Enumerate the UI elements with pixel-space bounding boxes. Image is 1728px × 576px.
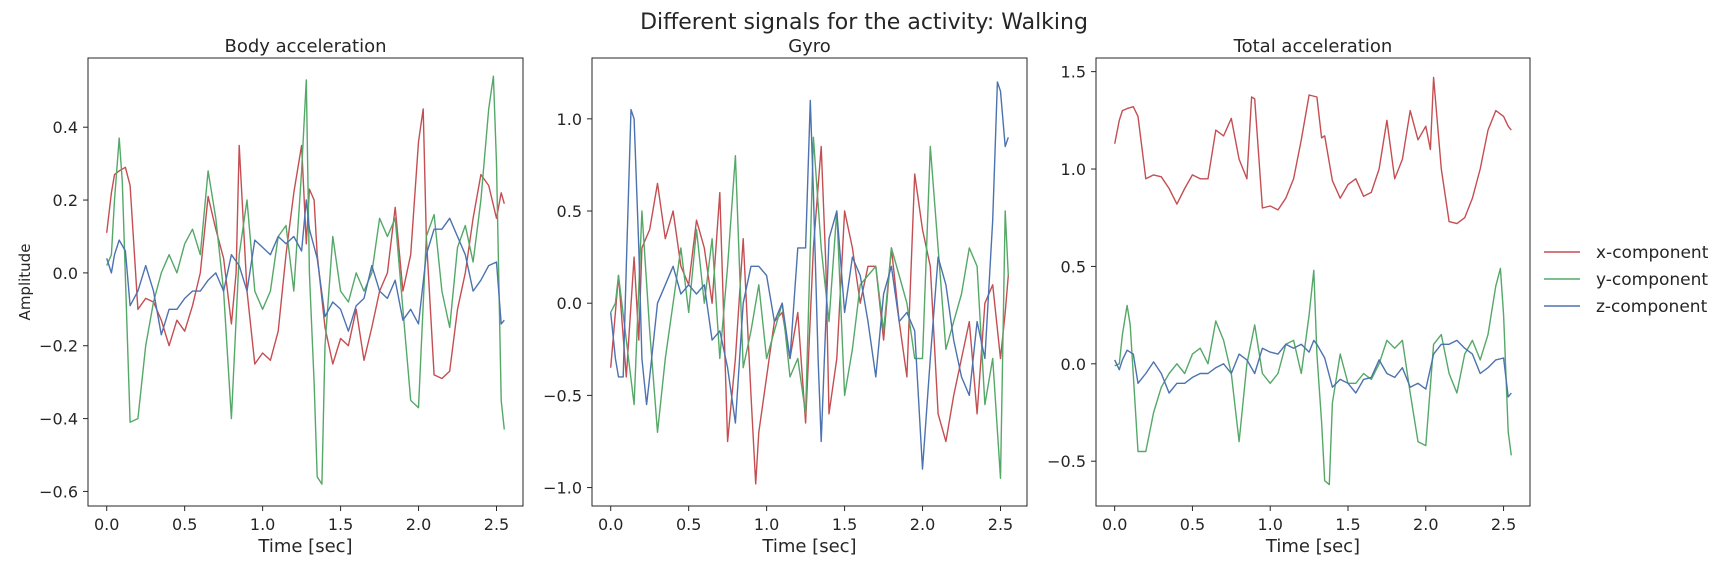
figure-title: Different signals for the activity: Walk… (640, 10, 1088, 35)
series-line-x-component (1114, 76, 1512, 225)
x-tick-label: 1.0 (1257, 515, 1282, 534)
series-lines (610, 81, 1009, 485)
legend-item-z-component: z-component (1544, 297, 1708, 317)
chart-panels: Body acceleration 0.0 0.5 1.0 1.5 2.0 2.5 −0.6 −… (16, 36, 1531, 557)
x-tick-label: 2.5 (1491, 515, 1516, 534)
x-tick-label: 0.0 (598, 515, 623, 534)
chart-title: Body acceleration (224, 36, 386, 57)
x-tick-label: 1.5 (328, 515, 353, 534)
series-line-y-component (106, 75, 505, 485)
series-lines (106, 75, 505, 485)
axes-frame (1095, 57, 1531, 507)
series-line-x-component (610, 145, 1009, 485)
x-tick-label: 1.0 (250, 515, 275, 534)
legend: x-component y-component z-component (1544, 243, 1709, 317)
y-tick-label: 1.0 (557, 110, 582, 129)
chart-title: Total acceleration (1233, 36, 1393, 57)
legend-item-x-component: x-component (1544, 243, 1709, 263)
series-line-x-component (106, 108, 505, 380)
series-line-z-component (610, 81, 1009, 470)
x-tick-label: 2.5 (484, 515, 509, 534)
series-lines (1114, 76, 1512, 486)
legend-label: x-component (1596, 243, 1709, 263)
x-tick-label: 0.5 (676, 515, 701, 534)
x-tick-label: 2.0 (406, 515, 431, 534)
legend-label: z-component (1596, 297, 1708, 317)
y-tick-label: −0.2 (39, 337, 78, 356)
x-tick-label: 1.0 (754, 515, 779, 534)
x-tick-label: 2.0 (910, 515, 935, 534)
series-line-y-component (610, 136, 1009, 479)
y-tick-label: 0.5 (1061, 257, 1086, 276)
legend-label: y-component (1596, 270, 1708, 290)
x-tick-label: 0.0 (94, 515, 119, 534)
y-tick-label: 0.0 (557, 294, 582, 313)
y-tick-label: −0.5 (543, 386, 582, 405)
x-tick-label: 1.5 (1335, 515, 1360, 534)
y-axis-label: Amplitude (16, 244, 34, 321)
y-tick-label: 1.5 (1061, 63, 1086, 82)
x-tick-label: 0.5 (1180, 515, 1205, 534)
x-tick-label: 0.5 (172, 515, 197, 534)
y-tick-label: 0.5 (557, 202, 582, 221)
y-tick-label: −1.0 (543, 479, 582, 498)
x-tick-label: 2.5 (988, 515, 1013, 534)
series-line-z-component (1114, 339, 1512, 398)
axes-frame (87, 57, 524, 507)
x-axis-label: Time [sec] (1265, 536, 1360, 557)
x-tick-label: 2.0 (1413, 515, 1438, 534)
y-tick-label: −0.5 (1047, 452, 1086, 471)
y-tick-label: 0.0 (53, 264, 78, 283)
y-tick-label: 1.0 (1061, 160, 1086, 179)
x-axis-label: Time [sec] (761, 536, 856, 557)
x-tick-label: 0.0 (1102, 515, 1127, 534)
series-line-z-component (106, 199, 505, 336)
chart-title: Gyro (788, 36, 831, 57)
chart-panel-3: Total acceleration 0.0 0.5 1.0 1.5 2.0 2.5 −0.5… (1047, 36, 1531, 557)
series-line-y-component (1114, 267, 1512, 486)
chart-panel-1: Body acceleration 0.0 0.5 1.0 1.5 2.0 2.5 −0.6 −… (16, 36, 524, 557)
chart-panel-2: Gyro 0.0 0.5 1.0 1.5 2.0 2.5 −1.0 −0.5 0.0 0.5 1.0 T… (543, 36, 1028, 557)
axes-frame (591, 57, 1028, 507)
y-tick-label: 0.0 (1061, 355, 1086, 374)
x-tick-label: 1.5 (832, 515, 857, 534)
x-axis-label: Time [sec] (257, 536, 352, 557)
y-tick-label: −0.4 (39, 410, 78, 429)
y-tick-label: −0.6 (39, 482, 78, 501)
y-tick-label: 0.2 (53, 191, 78, 210)
legend-item-y-component: y-component (1544, 270, 1708, 290)
y-tick-label: 0.4 (53, 118, 78, 137)
